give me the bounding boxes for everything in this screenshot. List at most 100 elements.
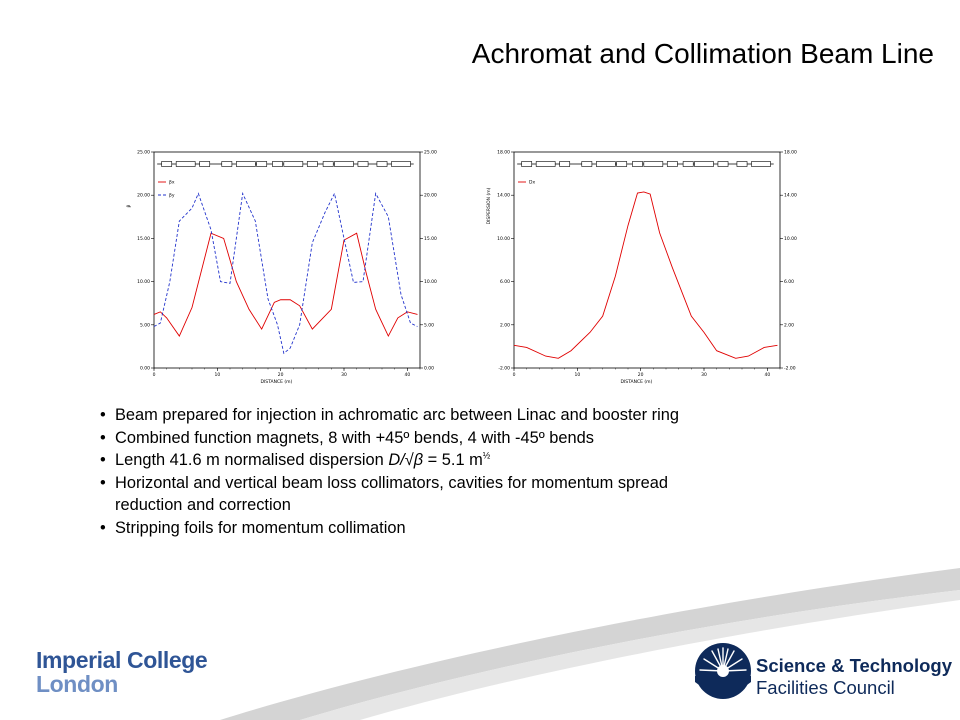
magnet-element bbox=[357, 161, 369, 167]
magnet-element bbox=[306, 161, 318, 167]
magnet-element bbox=[616, 161, 628, 167]
magnet-element bbox=[283, 161, 304, 167]
bullet-text: Stripping foils for momentum collimation bbox=[115, 518, 406, 537]
magnet-element bbox=[596, 161, 616, 167]
y-tick-label-right: 15.00 bbox=[424, 236, 437, 242]
x-tick-label: 40 bbox=[404, 372, 410, 378]
magnet-element bbox=[161, 161, 173, 167]
decorative-swoosh bbox=[220, 568, 960, 720]
y-tick-label-right: 10.00 bbox=[784, 236, 797, 242]
stfc-logo-icon bbox=[695, 643, 751, 699]
magnet-element bbox=[535, 161, 556, 167]
bullet-list: • Beam prepared for injection in achromat… bbox=[100, 404, 900, 540]
y-tick-label: 25.00 bbox=[137, 150, 150, 156]
y-tick-label: 14.00 bbox=[497, 193, 510, 199]
y-tick-label-right: 18.00 bbox=[784, 150, 797, 156]
y-tick-label-right: 25.00 bbox=[424, 150, 437, 156]
dispersion-chart: 0 10 20 30 40 -2.00 -2.00 2.00 2.00 6.00 6.00 10.00… bbox=[486, 150, 797, 386]
magnet-element bbox=[736, 161, 748, 167]
y-tick-label: 15.00 bbox=[137, 236, 150, 242]
series-line-βy bbox=[153, 191, 418, 355]
bullet-continuation: reduction and correction bbox=[115, 496, 291, 515]
y-tick-label-right: 20.00 bbox=[424, 193, 437, 199]
x-tick-label: 10 bbox=[574, 372, 580, 378]
x-tick-label: 0 bbox=[513, 372, 516, 378]
magnet-element bbox=[322, 161, 334, 167]
y-tick-label-right: 6.00 bbox=[784, 279, 794, 285]
magnet-element bbox=[376, 161, 388, 167]
x-tick-label: 30 bbox=[341, 372, 347, 378]
exponent: ½ bbox=[482, 450, 491, 461]
y-tick-label: 6.00 bbox=[500, 279, 510, 285]
beta-function-chart: 0 10 20 30 40 0.00 0.00 5.00 5.00 10.00 10.00 15.00… bbox=[126, 150, 437, 386]
x-axis-label: DISTANCE (m) bbox=[260, 379, 292, 385]
x-tick-label: 20 bbox=[278, 372, 284, 378]
magnet-element bbox=[334, 161, 354, 167]
y-tick-label-right: 14.00 bbox=[784, 193, 797, 199]
stfc-logo-text: Science & Technology Facilities Council bbox=[756, 655, 952, 699]
series-line-Dx bbox=[513, 191, 778, 359]
plot-frame bbox=[153, 151, 421, 369]
y-tick-label-right: 10.00 bbox=[424, 279, 437, 285]
bullet-item: • Horizontal and vertical beam loss colli… bbox=[100, 472, 900, 517]
plot-frame bbox=[513, 151, 781, 369]
y-axis-label: DISPERSION (m) bbox=[486, 187, 492, 224]
y-tick-label: 2.00 bbox=[500, 322, 510, 328]
bullet-text: Beam prepared for injection in achromati… bbox=[115, 406, 679, 424]
legend-label: Dx bbox=[529, 180, 535, 186]
y-tick-label-right: 0.00 bbox=[424, 366, 434, 372]
magnet-element bbox=[521, 161, 533, 167]
y-tick-label: 0.00 bbox=[140, 366, 150, 372]
imperial-college-logo: Imperial College London bbox=[36, 647, 208, 697]
bullet-text: Horizontal and vertical beam loss collim… bbox=[115, 473, 668, 492]
y-tick-label-right: -2.00 bbox=[784, 366, 796, 372]
bullet-item: • Beam prepared for injection in achromat… bbox=[100, 406, 679, 424]
stfc-logo-line2: Facilities Council bbox=[756, 677, 895, 698]
magnet-element bbox=[272, 161, 283, 167]
magnet-element bbox=[221, 161, 233, 167]
x-tick-label: 40 bbox=[764, 372, 770, 378]
y-tick-label-right: 2.00 bbox=[784, 322, 794, 328]
magnet-element bbox=[256, 161, 268, 167]
magnet-element bbox=[199, 161, 211, 167]
magnet-element bbox=[236, 161, 256, 167]
series-line-βx bbox=[153, 232, 418, 338]
magnet-element bbox=[581, 161, 593, 167]
stfc-logo-line1: Science & Technology bbox=[756, 655, 953, 676]
y-tick-label: 20.00 bbox=[137, 193, 150, 199]
x-tick-label: 30 bbox=[701, 372, 707, 378]
bullet-text: Length 41.6 m normalised dispersion bbox=[115, 451, 389, 470]
legend-label: βx bbox=[169, 180, 175, 186]
magnet-element bbox=[666, 161, 678, 167]
x-tick-label: 20 bbox=[638, 372, 644, 378]
y-tick-label: 10.00 bbox=[137, 279, 150, 285]
x-axis-label: DISTANCE (m) bbox=[620, 379, 652, 385]
legend-label: βy bbox=[169, 193, 175, 199]
magnet-element bbox=[717, 161, 729, 167]
y-axis-label: β bbox=[126, 204, 132, 207]
slide-title: Achromat and Collimation Beam Line bbox=[471, 38, 934, 69]
bullet-text: Combined function magnets, 8 with +45º b… bbox=[115, 428, 594, 447]
y-tick-label: 5.00 bbox=[140, 322, 150, 328]
bullet-item: • Stripping foils for momentum collimatio… bbox=[100, 518, 406, 537]
magnet-element bbox=[632, 161, 643, 167]
magnet-element bbox=[682, 161, 694, 167]
magnet-element bbox=[751, 161, 771, 167]
x-tick-label: 0 bbox=[153, 372, 156, 378]
bullet-item: • Length 41.6 m normalised dispersion D/√… bbox=[100, 450, 491, 470]
y-tick-label-right: 5.00 bbox=[424, 322, 434, 328]
bullet-text: = 5.1 m bbox=[423, 451, 483, 470]
imperial-logo-line1: Imperial College bbox=[36, 647, 208, 673]
dispersion-formula: D/√β bbox=[388, 451, 424, 470]
magnet-element bbox=[175, 161, 196, 167]
y-tick-label: -2.00 bbox=[498, 366, 510, 372]
magnet-element bbox=[643, 161, 664, 167]
bullet-item: • Combined function magnets, 8 with +45º … bbox=[100, 428, 594, 447]
imperial-logo-line2: London bbox=[36, 671, 118, 697]
magnet-element bbox=[694, 161, 714, 167]
y-tick-label: 18.00 bbox=[497, 150, 510, 156]
y-tick-label: 10.00 bbox=[497, 236, 510, 242]
magnet-element bbox=[559, 161, 571, 167]
x-tick-label: 10 bbox=[214, 372, 220, 378]
magnet-element bbox=[391, 161, 411, 167]
